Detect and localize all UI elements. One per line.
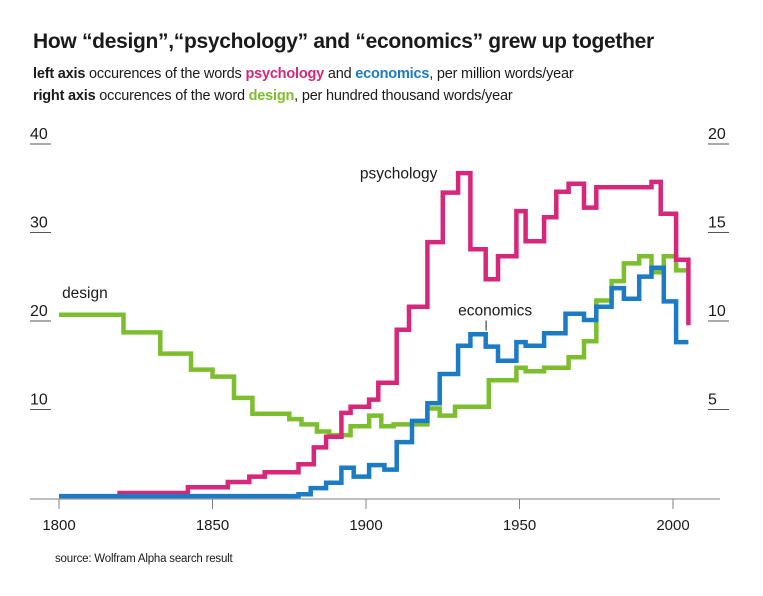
series-lines [59,170,691,499]
x-tick-label: 1900 [349,517,382,534]
left-y-tick-label: 40 [30,126,48,143]
left-y-tick-label: 20 [30,303,48,320]
chart-title: How “design”,“psychology” and “economics… [33,30,654,53]
subtitle-right-axis: right axis occurences of the word design… [33,88,513,104]
economics-line [59,265,689,499]
subtitle-text: occurences of the word [95,88,249,104]
psychology-label: psychology [360,165,438,182]
x-tick-label: 2000 [656,517,689,534]
x-tick-label: 1950 [503,517,536,534]
subtitle-left-axis: left axis occurences of the words psycho… [33,66,574,82]
x-tick-label: 1850 [196,517,229,534]
economics-label: economics [458,303,532,320]
right-y-tick-label: 20 [708,126,726,143]
source-note: source: Wolfram Alpha search result [55,553,233,565]
subtitle-text: , per million words/year [429,66,574,82]
right-y-tick-label: 5 [708,392,717,409]
left-axis-label: left axis [33,66,86,82]
right-y-tick-label: 10 [708,303,726,320]
psychology-line [117,170,691,496]
axes: 1800 1850 1900 1950 2000 10 20 30 40 5 10 15 20 [30,126,729,534]
psychology-word: psychology [245,66,325,82]
left-y-tick-label: 30 [30,215,48,232]
subtitle-text: and [324,66,356,82]
subtitle-text: occurences of the words [85,66,246,82]
left-y-tick-label: 10 [30,392,48,409]
design-line [59,254,689,438]
design-word: design [248,88,295,104]
x-tick-label: 1800 [42,517,75,534]
subtitle-text: , per hundred thousand words/year [294,88,513,104]
right-y-tick-label: 15 [708,215,726,232]
economics-word: economics [355,66,430,82]
series-labels: psychology design economics [62,165,532,331]
right-axis-label: right axis [33,88,96,104]
design-label: design [62,285,108,302]
